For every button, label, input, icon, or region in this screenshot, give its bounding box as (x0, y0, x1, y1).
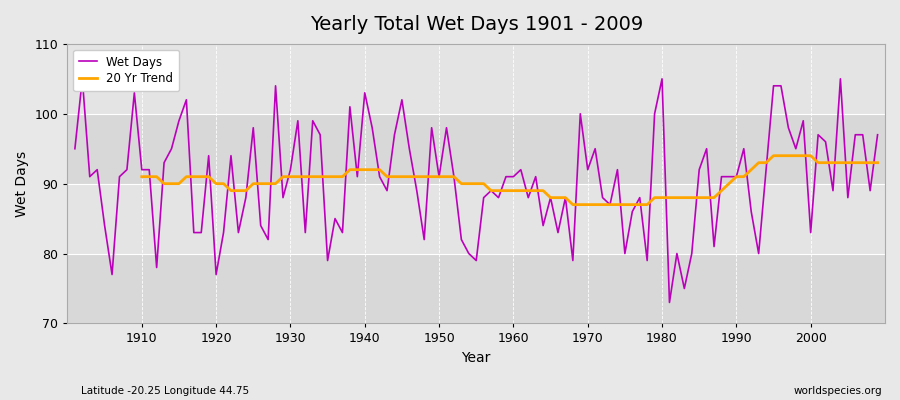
Bar (68, 114, 885, 184)
Wet Days (508, 174, 518, 179)
20 Yr Trend (828, 160, 839, 165)
Text: worldspecies.org: worldspecies.org (794, 386, 882, 396)
Y-axis label: Wet Days: Wet Days (15, 150, 29, 217)
20 Yr Trend (277, 174, 288, 179)
Bar (68, 44, 885, 114)
20 Yr Trend (850, 160, 860, 165)
Wet Days (872, 132, 883, 137)
Wet Days (605, 202, 616, 207)
20 Yr Trend (768, 153, 778, 158)
Wet Days (137, 167, 148, 172)
Wet Days (69, 146, 80, 151)
20 Yr Trend (137, 174, 148, 179)
20 Yr Trend (307, 174, 318, 179)
20 Yr Trend (516, 188, 526, 193)
Wet Days (345, 104, 356, 109)
Line: 20 Yr Trend: 20 Yr Trend (142, 156, 878, 205)
Wet Days (516, 167, 526, 172)
Wet Days (300, 230, 310, 235)
Line: Wet Days: Wet Days (75, 79, 878, 302)
Text: Latitude -20.25 Longitude 44.75: Latitude -20.25 Longitude 44.75 (81, 386, 249, 396)
20 Yr Trend (567, 202, 578, 207)
X-axis label: Year: Year (462, 351, 490, 365)
Bar (68, 254, 885, 324)
Title: Yearly Total Wet Days 1901 - 2009: Yearly Total Wet Days 1901 - 2009 (310, 15, 643, 34)
Bar (68, 184, 885, 254)
20 Yr Trend (582, 202, 593, 207)
Wet Days (664, 300, 675, 305)
Legend: Wet Days, 20 Yr Trend: Wet Days, 20 Yr Trend (74, 50, 179, 91)
Wet Days (76, 76, 87, 81)
20 Yr Trend (872, 160, 883, 165)
